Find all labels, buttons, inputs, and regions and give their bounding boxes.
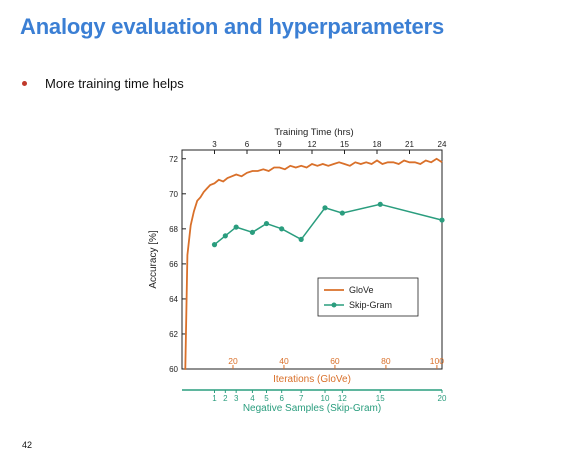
slide-title: Analogy evaluation and hyperparameters xyxy=(20,14,444,39)
bottom-tick-label-12: 12 xyxy=(338,394,347,403)
y-tick-label-60: 60 xyxy=(169,365,178,374)
bullet-text: More training time helps xyxy=(45,76,184,91)
bottom-tick-label-5: 5 xyxy=(264,394,269,403)
y-tick-label-68: 68 xyxy=(169,225,178,234)
top-tick-label-3: 3 xyxy=(212,140,217,149)
y-tick-label-70: 70 xyxy=(169,190,178,199)
bullet-item: More training time helps xyxy=(22,76,184,91)
bottom-tick-label-1: 1 xyxy=(212,394,217,403)
top-axis-label: Training Time (hrs) xyxy=(274,127,353,138)
skipgram-point-7 xyxy=(322,205,328,211)
skipgram-point-1 xyxy=(222,233,228,239)
top-tick-label-24: 24 xyxy=(438,140,447,149)
y-axis-label: Accuracy [%] xyxy=(148,230,159,289)
skipgram-point-0 xyxy=(211,242,218,248)
inner-tick-label-40: 40 xyxy=(279,356,289,366)
top-tick-label-6: 6 xyxy=(245,140,250,149)
bottom-tick-label-6: 6 xyxy=(279,394,284,403)
legend-skipgram-label: Skip-Gram xyxy=(349,300,392,310)
bottom-tick-label-10: 10 xyxy=(321,394,330,403)
legend-skipgram-marker xyxy=(331,302,337,308)
y-tick-label-62: 62 xyxy=(169,330,178,339)
skipgram-point-5 xyxy=(279,226,285,232)
skipgram-point-10 xyxy=(439,217,445,223)
top-tick-label-15: 15 xyxy=(340,140,349,149)
page-number: 42 xyxy=(22,440,33,450)
top-tick-label-18: 18 xyxy=(373,140,382,149)
top-tick-label-21: 21 xyxy=(405,140,414,149)
glove-line xyxy=(184,157,443,370)
bottom-tick-label-3: 3 xyxy=(234,394,239,403)
skipgram-point-3 xyxy=(249,229,256,235)
inner-tick-label-20: 20 xyxy=(228,356,238,366)
bottom-tick-label-20: 20 xyxy=(438,394,447,403)
y-tick-label-64: 64 xyxy=(169,295,178,304)
bottom-tick-label-15: 15 xyxy=(376,394,385,403)
top-tick-label-9: 9 xyxy=(277,140,282,149)
inner-axis-label: Iterations (GloVe) xyxy=(273,374,351,385)
inner-tick-label-80: 80 xyxy=(381,356,391,366)
chart-legend: GloVe Skip-Gram xyxy=(317,277,419,317)
bullet-dot-icon xyxy=(22,81,27,86)
skipgram-point-8 xyxy=(339,210,345,216)
skipgram-point-2 xyxy=(233,224,239,230)
y-tick-label-66: 66 xyxy=(169,260,178,269)
bottom-tick-label-2: 2 xyxy=(223,394,228,403)
skipgram-point-9 xyxy=(377,201,383,207)
plot-frame xyxy=(181,149,443,370)
skipgram-line xyxy=(214,203,443,246)
bottom-tick-label-7: 7 xyxy=(299,394,304,403)
legend-box xyxy=(317,277,419,317)
y-tick-label-72: 72 xyxy=(169,155,178,164)
skipgram-point-4 xyxy=(263,220,270,227)
bottom-axis-label: Negative Samples (Skip-Gram) xyxy=(243,403,381,414)
inner-tick-label-100: 100 xyxy=(430,356,444,366)
chart-series xyxy=(184,157,445,370)
skipgram-point-6 xyxy=(298,236,304,242)
bottom-tick-label-4: 4 xyxy=(250,394,255,403)
inner-tick-label-60: 60 xyxy=(330,356,340,366)
top-tick-label-12: 12 xyxy=(308,140,317,149)
legend-glove-label: GloVe xyxy=(349,285,374,295)
